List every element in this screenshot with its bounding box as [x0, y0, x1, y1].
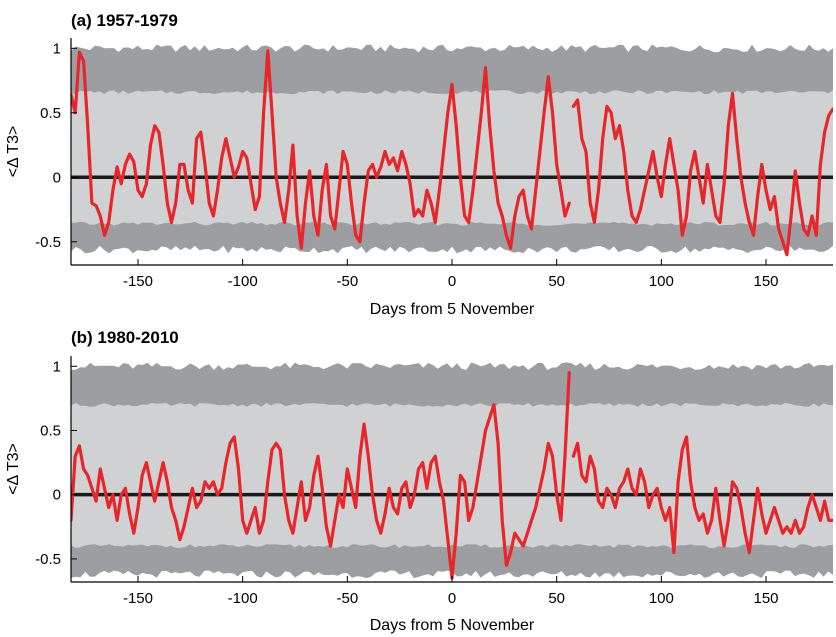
- x-tick-label: 150: [753, 590, 778, 607]
- band-inner: [71, 90, 833, 226]
- x-tick-label: 150: [753, 273, 778, 290]
- y-tick-label: -0.5: [35, 551, 61, 568]
- y-tick-label: -0.5: [35, 234, 61, 251]
- y-tick-label: 1: [53, 358, 61, 375]
- x-tick-label: -100: [228, 590, 258, 607]
- y-axis-label: <Δ T3>: [5, 126, 22, 178]
- x-tick-label: 100: [649, 590, 674, 607]
- plot-area: [71, 44, 833, 257]
- x-tick-label: -150: [123, 273, 153, 290]
- y-tick-label: 1: [53, 40, 61, 57]
- series-line: [71, 49, 833, 257]
- x-tick-label: 0: [448, 273, 456, 290]
- band-inner: [71, 402, 833, 548]
- x-tick-label: 100: [649, 273, 674, 290]
- y-tick-label: 0: [53, 487, 61, 504]
- chart-panel-b: -150 -100 -50 0 50 100 150 -0.5 0 0.5 1 (b) 1980-20…: [5, 328, 833, 634]
- x-tick-label: -50: [336, 273, 358, 290]
- series-line: [71, 371, 833, 580]
- chart-panel-a: -150 -100 -50 0 50 100 150 -0.5 0 0.5 1 (a) 1957-19…: [5, 11, 833, 318]
- plot-area: [71, 362, 833, 580]
- x-tick-label: -50: [336, 590, 358, 607]
- x-tick-label: -100: [228, 273, 258, 290]
- x-tick-label: 50: [548, 273, 565, 290]
- y-tick-label: 0.5: [40, 422, 61, 439]
- x-axis-label: Days from 5 November: [370, 617, 535, 634]
- panel-title: (b) 1980-2010: [71, 328, 179, 347]
- y-tick-label: 0: [53, 169, 61, 186]
- y-axis-label: <Δ T3>: [5, 443, 22, 495]
- x-tick-label: -150: [123, 590, 153, 607]
- panel-title: (a) 1957-1979: [71, 11, 178, 30]
- x-tick-label: 50: [548, 590, 565, 607]
- x-axis-label: Days from 5 November: [370, 301, 535, 318]
- y-tick-label: 0.5: [40, 105, 61, 122]
- x-tick-label: 0: [448, 590, 456, 607]
